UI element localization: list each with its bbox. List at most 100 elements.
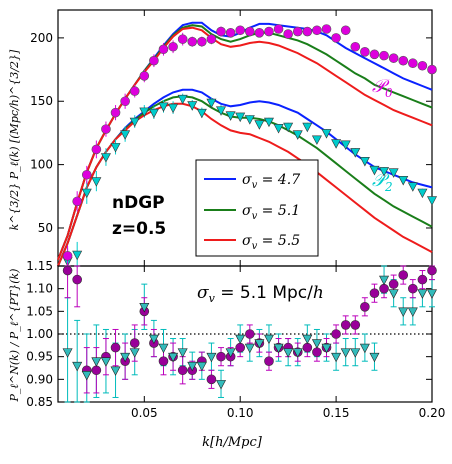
ratio-p2-point <box>379 275 390 286</box>
p2-point <box>350 148 361 158</box>
p0-point <box>312 25 322 36</box>
ratio-p0-point <box>312 347 322 357</box>
ratio-p2-point <box>216 380 227 390</box>
ratio-p2-point <box>254 339 265 349</box>
ratio-p0-point <box>408 283 418 294</box>
ratio-p2-point <box>225 348 236 358</box>
p0-point <box>149 55 159 66</box>
p0-point <box>427 64 437 75</box>
p0-point <box>302 26 313 37</box>
p0-point <box>369 49 380 60</box>
p0-point <box>187 36 198 47</box>
p2-point <box>263 117 274 128</box>
ratio-p2-point <box>235 334 246 345</box>
sigma-symbol: σ <box>197 283 209 303</box>
p2-point <box>359 157 370 167</box>
p2-point <box>407 182 418 192</box>
sigma-annotation: σv = 5.1 Mpc/h <box>197 283 324 305</box>
ratio-p0-point <box>331 329 341 339</box>
ratio-p2-point <box>340 348 351 358</box>
ratio-p2-point <box>388 289 399 299</box>
ratio-p0-point <box>379 283 389 294</box>
p0-point <box>244 26 255 37</box>
p2-point <box>292 130 303 140</box>
ratio-p2-point <box>158 343 169 354</box>
ratio-p0-point <box>388 279 399 289</box>
p2-point <box>110 143 121 153</box>
p2-point <box>216 106 227 116</box>
p0-point <box>388 53 399 63</box>
ratio-p2-point <box>62 348 73 358</box>
y-tick-label: 1.00 <box>26 327 53 341</box>
x-tick-label: 0.05 <box>131 406 158 420</box>
p0-point <box>139 71 150 81</box>
legend-value: = 5.1 <box>257 203 300 219</box>
p2-point <box>100 153 111 163</box>
p0-point <box>225 28 236 38</box>
ratio-p2-point <box>350 348 361 358</box>
p0-point <box>283 29 293 39</box>
p2-point <box>235 112 246 123</box>
y-tick-label: 1.10 <box>26 282 53 296</box>
model-label: nDGP <box>112 193 165 213</box>
legend: σv = 4.7 σv = 5.1 σv = 5.5 <box>195 159 319 257</box>
p0-point <box>408 58 418 69</box>
legend-label-4-7: σv = 4.7 <box>242 172 300 191</box>
ratio-p0-point <box>417 274 428 285</box>
p2-point <box>177 94 188 105</box>
p0-point <box>254 28 265 38</box>
ratio-p0-point <box>62 265 73 276</box>
legend-sub: v <box>252 241 258 252</box>
p2-point <box>321 129 332 139</box>
ratio-p2-point <box>91 357 102 367</box>
sigma-unit-h: h <box>313 283 324 303</box>
bottom-panel: 0.05 0.10 0.15 0.20 0.85 0.90 0.95 1.00 1.05 1.10… <box>26 259 445 420</box>
ratio-p2-point <box>292 348 303 358</box>
ratio-p2-point <box>206 352 217 363</box>
ratio-p0-point <box>398 270 409 280</box>
legend-sigma: σ <box>242 172 252 188</box>
p0-point <box>206 34 217 44</box>
ratio-p0-point <box>91 365 102 376</box>
ratio-p2-point <box>283 348 294 358</box>
ratio-p2-point <box>187 361 198 372</box>
ratio-p0-point <box>244 329 255 339</box>
p0-point <box>331 33 341 43</box>
ratio-p2-point <box>407 307 418 317</box>
ratio-p2-point <box>72 361 83 372</box>
p0-point <box>350 41 361 52</box>
ratio-p0-point <box>72 274 82 285</box>
p2-point <box>388 168 399 178</box>
legend-value: = 4.7 <box>257 172 300 188</box>
p2-point <box>302 122 313 133</box>
ratio-p2-point <box>148 334 159 345</box>
p2-point <box>273 124 284 134</box>
ratio-p2-point <box>427 289 437 299</box>
y-tick-label: 50 <box>38 221 53 235</box>
p0-point <box>197 36 207 47</box>
ratio-p0-point <box>350 320 361 330</box>
legend-sigma: σ <box>242 233 252 249</box>
legend-sigma: σ <box>242 203 252 219</box>
p2-point <box>244 115 255 125</box>
legend-label-5-1: σv = 5.1 <box>242 203 300 222</box>
ratio-p0-point <box>427 265 437 276</box>
ratio-p0-point <box>177 365 188 376</box>
p2-point <box>398 176 409 186</box>
y-tick-label: 0.95 <box>26 350 53 364</box>
ratio-p0-point <box>369 288 380 299</box>
p0-point <box>81 169 92 180</box>
p2-point <box>139 107 150 118</box>
sigma-subscript: v <box>209 292 216 305</box>
ratio-p2-point <box>398 307 409 317</box>
p2-point <box>120 130 131 140</box>
legend-sub: v <box>252 211 258 222</box>
ratio-p2-point <box>331 352 342 363</box>
y-tick-label: 200 <box>30 31 53 45</box>
ratio-p0-point <box>235 342 246 353</box>
y-tick-label: 100 <box>30 158 53 172</box>
y-tick-label: 150 <box>30 94 53 108</box>
ratio-p2-point <box>311 339 322 349</box>
x-tick-label: 0.10 <box>227 406 254 420</box>
